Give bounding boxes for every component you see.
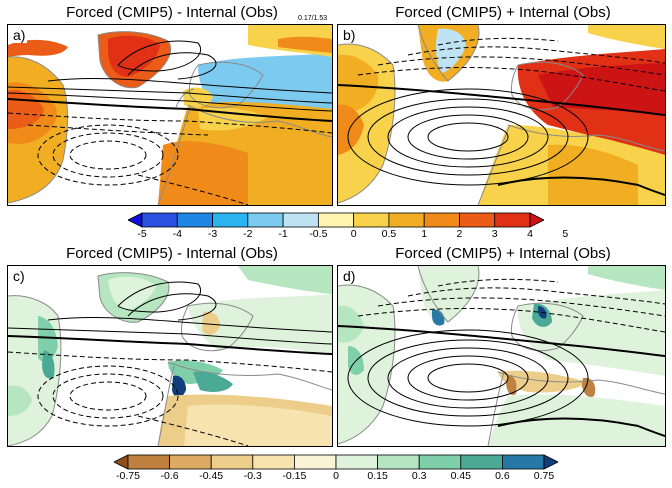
pressure-contours-dashed [8, 112, 332, 205]
precipitation-colorbar-swatch [460, 454, 503, 470]
temperature-field [338, 25, 665, 205]
temperature-colorbar-swatch [459, 212, 496, 228]
temperature-colorbar-tick-label: -4 [172, 228, 182, 240]
precipitation-colorbar-swatch [377, 454, 420, 470]
precipitation-colorbar-tick-label: 0.3 [411, 470, 427, 482]
map-c-svg [8, 266, 332, 446]
pressure-contours [8, 40, 332, 122]
map-panel-d: d) [337, 265, 666, 447]
temperature-colorbar-swatch [247, 212, 284, 228]
coastlines [338, 25, 665, 205]
coastlines [338, 266, 665, 446]
panel-a-corner-note: 0.17/1.53 [298, 15, 328, 22]
map-panel-c: c) [7, 265, 333, 447]
temperature-colorbar [128, 212, 544, 228]
precipitation-colorbar-tick-label: -0.45 [199, 470, 224, 482]
precipitation-colorbar-swatch [127, 454, 170, 470]
panel-d-label: d) [341, 268, 358, 284]
panel-a-label: a) [11, 27, 28, 43]
pressure-contours-dashed [357, 278, 665, 333]
temperature-colorbar-swatch [317, 212, 355, 228]
panel-d-title: Forced (CMIP5) + Internal (Obs) [395, 245, 611, 262]
precipitation-colorbar [114, 454, 558, 470]
temperature-colorbar-tick-label: 0.5 [381, 228, 397, 240]
panel-a-title: Forced (CMIP5) - Internal (Obs) [66, 4, 278, 21]
temperature-colorbar-tick-label: -2 [243, 228, 253, 240]
temperature-colorbar-tick-label: -1 [278, 228, 288, 240]
pressure-contours-dashed [8, 351, 332, 446]
precipitation-colorbar-tick-label: 0 [333, 470, 339, 482]
temperature-colorbar-tick-label: 0 [350, 228, 357, 240]
precipitation-colorbar-tick-label: 0.6 [495, 470, 510, 482]
map-panel-b: b) [337, 24, 666, 206]
precipitation-colorbar-tick-label: -0.75 [116, 470, 140, 482]
temperature-colorbar-swatch [212, 212, 249, 228]
precipitation-colorbar-swatch [169, 454, 212, 470]
temperature-colorbar-tick-label: 5 [562, 228, 569, 240]
precipitation-colorbar-swatch [252, 454, 295, 470]
pressure-contours-dashed [357, 37, 665, 92]
temperature-colorbar-tick-label: -3 [207, 228, 218, 240]
precipitation-colorbar-swatch [210, 454, 254, 470]
precipitation-colorbar-end-cap-high [543, 454, 558, 470]
temperature-colorbar-tick-label: 4 [527, 228, 533, 240]
pressure-contours [338, 84, 665, 196]
temperature-colorbar-swatch [282, 212, 319, 228]
temperature-colorbar-swatch [423, 212, 460, 228]
temperature-field [8, 25, 332, 205]
temperature-colorbar-end-cap-low [128, 212, 143, 228]
temperature-colorbar-swatch [141, 212, 178, 228]
temperature-colorbar-tick-label: -5 [137, 228, 147, 240]
temperature-colorbar-swatch [176, 212, 213, 228]
temperature-colorbar-end-cap-high [529, 212, 544, 228]
temperature-colorbar-swatch [494, 212, 531, 228]
temperature-colorbar-tick-label: -0.5 [309, 228, 328, 240]
map-panel-a: a) [7, 24, 333, 206]
precipitation-colorbar-end-cap-low [114, 454, 129, 470]
precipitation-colorbar-swatch [335, 454, 378, 470]
precipitation-colorbar-tick-label: -0.6 [160, 470, 179, 482]
precipitation-colorbar-swatch [293, 454, 337, 470]
panel-b-label: b) [341, 27, 358, 43]
map-a-svg [8, 25, 332, 205]
precipitation-colorbar-tick-label: 0.45 [450, 470, 472, 482]
pressure-contours [338, 325, 665, 437]
precipitation-colorbar-tick-label: 0.75 [533, 470, 555, 482]
panel-c-title: Forced (CMIP5) - Internal (Obs) [66, 245, 278, 262]
panel-c-label: c) [11, 268, 27, 284]
temperature-colorbar-tick-label: 2 [456, 228, 463, 240]
temperature-colorbar-swatch [353, 212, 390, 228]
map-d-svg [338, 266, 665, 446]
precipitation-colorbar-tick-label: 0.15 [367, 470, 388, 482]
precipitation-field [8, 266, 332, 446]
precipitation-colorbar-tick-label: -0.3 [243, 470, 262, 482]
temperature-colorbar-tick-label: 3 [491, 228, 498, 240]
panel-b-title: Forced (CMIP5) + Internal (Obs) [395, 4, 611, 21]
precipitation-colorbar-swatch [418, 454, 462, 470]
pressure-contours [8, 281, 332, 355]
temperature-colorbar-tick-label: 1 [421, 228, 428, 240]
precipitation-colorbar-tick-label: -0.15 [282, 470, 307, 482]
map-b-svg [338, 25, 665, 205]
temperature-colorbar-swatch [388, 212, 425, 228]
precipitation-colorbar-swatch [501, 454, 545, 470]
